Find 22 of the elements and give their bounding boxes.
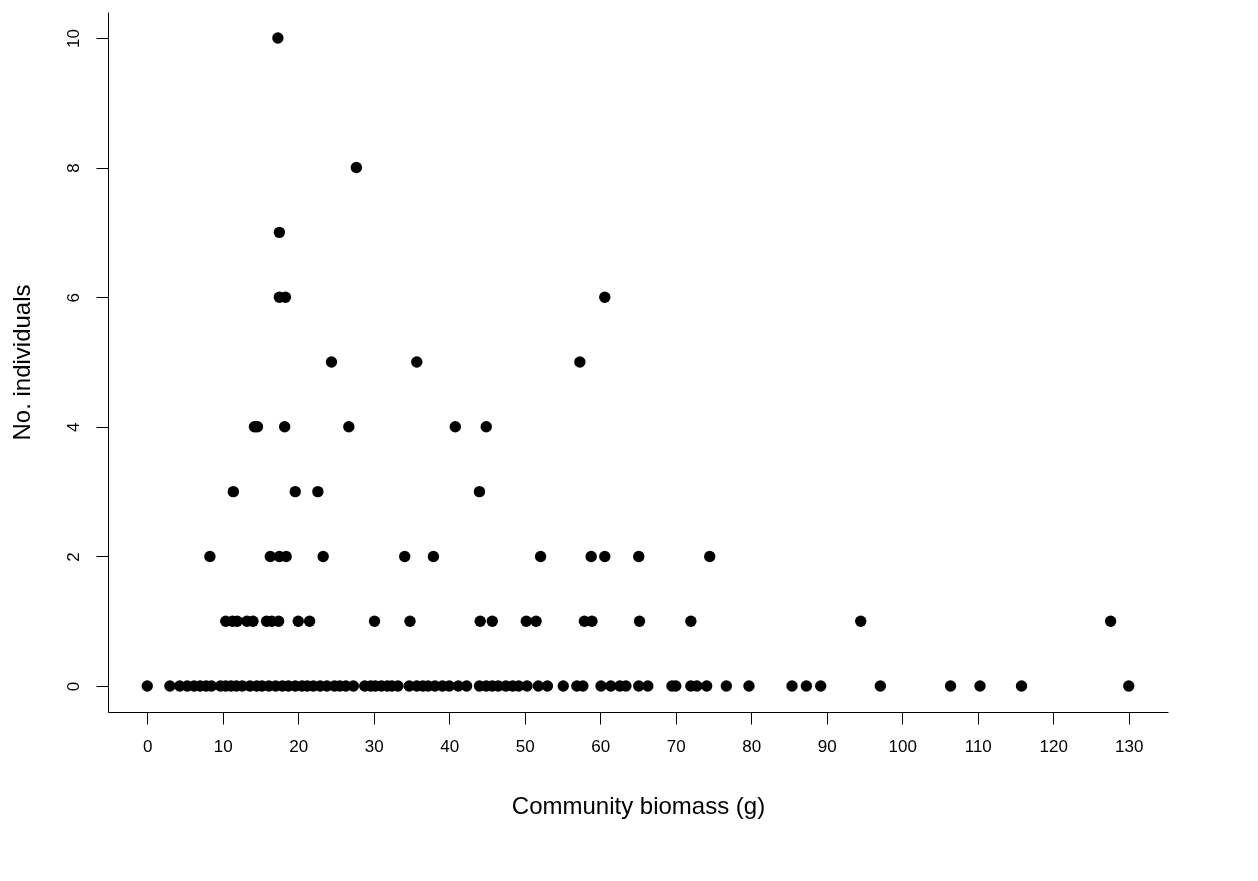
x-tick-label: 100 [888, 736, 917, 756]
x-tick-label: 10 [213, 736, 233, 756]
y-tick-label: 0 [63, 681, 83, 692]
x-tick-label: 20 [289, 736, 309, 756]
x-tick-label: 130 [1115, 736, 1144, 756]
x-tick-label: 110 [964, 736, 992, 756]
y-tick-label: 4 [63, 422, 83, 433]
y-axis-title: No. individuals [7, 284, 35, 441]
x-tick-label: 60 [591, 736, 611, 756]
y-tick-label: 6 [63, 292, 83, 303]
y-tick-label: 2 [63, 552, 83, 562]
y-tick-label: 10 [63, 28, 83, 48]
y-tick-label: 8 [63, 163, 83, 173]
x-tick-label: 50 [515, 736, 535, 756]
x-tick-label: 70 [666, 736, 686, 756]
x-axis-title: Community biomass (g) [511, 791, 766, 819]
x-tick-label: 40 [440, 736, 460, 756]
x-tick-label: 120 [1039, 736, 1068, 756]
x-tick-label: 0 [143, 736, 153, 756]
x-tick-label: 30 [364, 736, 384, 756]
x-tick-label: 90 [817, 736, 837, 756]
x-tick-label: 80 [742, 736, 762, 756]
